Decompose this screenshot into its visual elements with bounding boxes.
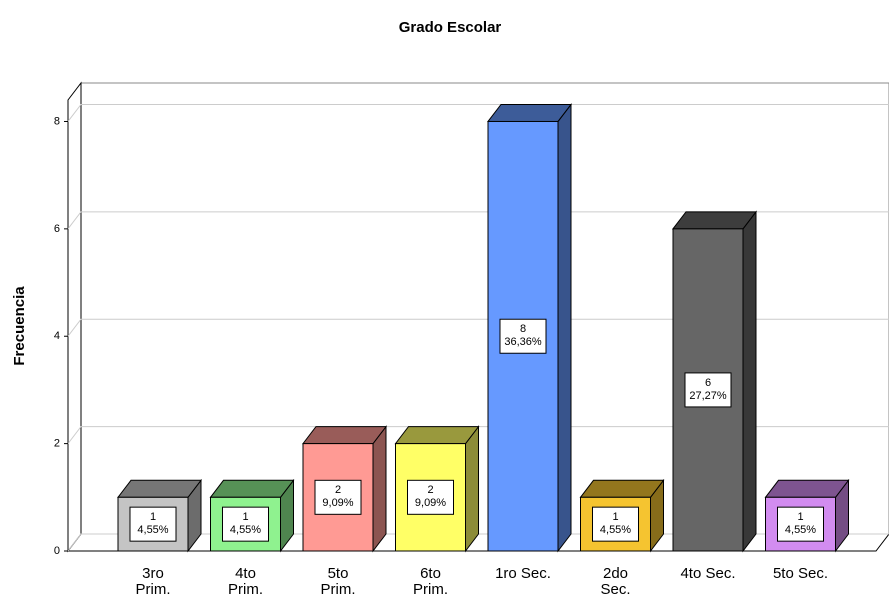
y-tick-label: 2 xyxy=(54,438,60,450)
y-tick-label: 8 xyxy=(54,115,60,127)
value-label-box xyxy=(684,372,732,408)
value-label-box xyxy=(499,318,547,354)
grid-line xyxy=(67,103,889,122)
bar-top xyxy=(486,103,573,122)
bar-side xyxy=(742,210,757,553)
bar-side xyxy=(465,425,479,553)
percent-label: 9,09% xyxy=(415,497,446,509)
bar-top xyxy=(764,479,850,498)
grid-line xyxy=(67,318,889,337)
back-wall xyxy=(80,82,889,535)
x-tick-label: 4to xyxy=(235,565,256,582)
percent-label: 4,55% xyxy=(600,524,631,536)
x-tick-label: Prim. xyxy=(136,581,171,598)
value-label-box xyxy=(592,506,639,542)
x-tick-label: 3ro xyxy=(142,565,164,582)
percent-label: 36,36% xyxy=(504,336,542,348)
percent-label: 4,55% xyxy=(137,524,168,536)
value-label-box xyxy=(222,506,269,542)
bar-top xyxy=(671,211,758,230)
value-label: 8 xyxy=(520,323,526,335)
x-tick-label: Prim. xyxy=(228,581,263,598)
value-label: 1 xyxy=(797,511,803,523)
x-tick-label: Sec. xyxy=(600,581,630,598)
side-wall xyxy=(67,81,82,553)
percent-label: 9,09% xyxy=(322,497,353,509)
bar-side xyxy=(372,425,387,553)
percent-label: 27,27% xyxy=(689,390,727,402)
y-axis-label: Frecuencia xyxy=(11,286,28,366)
y-tick-label: 4 xyxy=(54,330,60,342)
percent-label: 4,55% xyxy=(785,524,816,536)
bar-top xyxy=(116,479,203,498)
bar-top xyxy=(209,479,295,498)
grid-line xyxy=(67,211,889,230)
x-tick-label: Prim. xyxy=(321,581,356,598)
x-tick-label: 1ro Sec. xyxy=(495,565,551,582)
y-tick-label: 6 xyxy=(54,223,60,235)
bar-side xyxy=(557,102,572,553)
value-label: 1 xyxy=(612,511,618,523)
x-tick-label: 2do xyxy=(603,565,628,582)
bar-top xyxy=(394,426,480,445)
value-label: 6 xyxy=(705,377,711,389)
x-tick-label: 4to Sec. xyxy=(680,565,735,582)
percent-label: 4,55% xyxy=(230,524,261,536)
x-tick-label: 6to xyxy=(420,565,441,582)
value-label-box xyxy=(129,506,177,542)
value-label: 1 xyxy=(150,511,156,523)
value-label: 1 xyxy=(242,511,248,523)
y-tick-label: 0 xyxy=(54,545,60,557)
bar-top xyxy=(301,426,388,445)
x-tick-label: Prim. xyxy=(413,581,448,598)
value-label-box xyxy=(407,479,454,515)
value-label: 2 xyxy=(335,484,341,496)
value-label-box xyxy=(777,506,824,542)
value-label-box xyxy=(314,479,362,515)
value-label: 2 xyxy=(427,484,433,496)
bar-top xyxy=(579,479,665,498)
x-tick-label: 5to Sec. xyxy=(773,565,828,582)
chart-title: Grado Escolar xyxy=(399,19,502,36)
x-tick-label: 5to xyxy=(328,565,349,582)
grid-line xyxy=(67,426,889,444)
